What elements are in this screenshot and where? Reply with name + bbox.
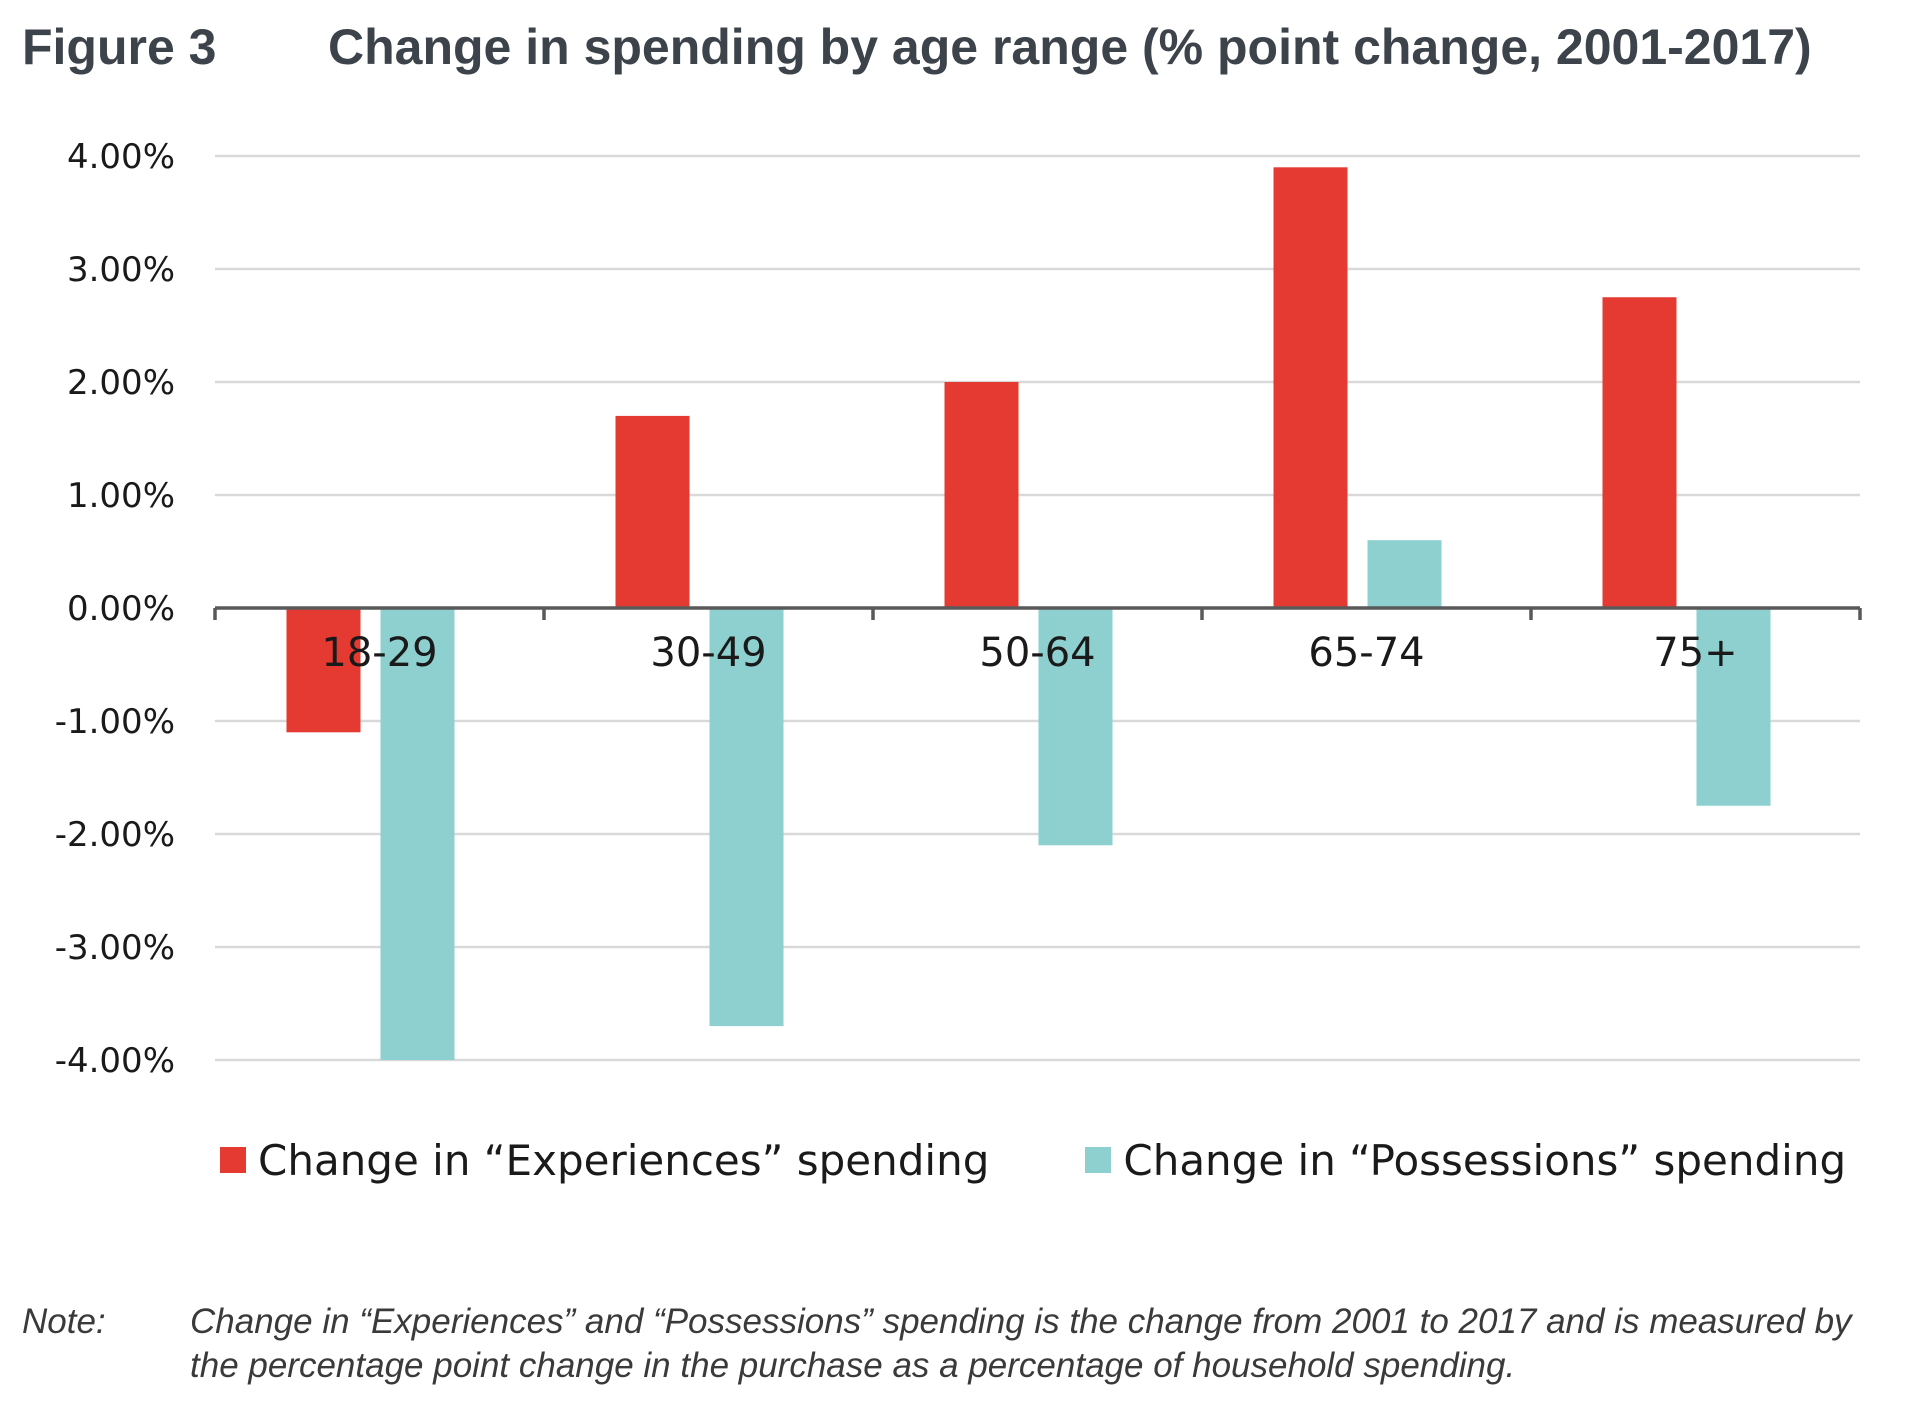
bar-possessions bbox=[709, 608, 784, 1027]
legend-label-experiences: Change in “Experiences” spending bbox=[258, 1135, 990, 1185]
chart-legend: Change in “Experiences” spending Change … bbox=[220, 1130, 1920, 1190]
bar-experiences bbox=[944, 382, 1019, 608]
bar-experiences bbox=[1602, 297, 1677, 608]
figure-label: Figure 3 bbox=[22, 19, 217, 75]
y-tick-label: -4.00% bbox=[55, 1041, 175, 1081]
note-label: Note: bbox=[22, 1302, 106, 1341]
figure-header: Figure 3 Change in spending by age range… bbox=[22, 18, 1902, 78]
bar-possessions bbox=[380, 608, 455, 1060]
category-label: 65-74 bbox=[1308, 630, 1424, 676]
legend-label-possessions: Change in “Possessions” spending bbox=[1123, 1135, 1847, 1185]
bar-possessions bbox=[1038, 608, 1113, 846]
category-labels: 18-29 30-49 50-64 65-74 75+ bbox=[321, 630, 1737, 676]
y-axis-ticks: 4.00% 3.00% 2.00% 1.00% 0.00% -1.00% -2.00% -3.… bbox=[55, 137, 175, 1081]
chart-title: Change in spending by age range (% point… bbox=[328, 19, 1812, 75]
legend-item-experiences: Change in “Experiences” spending bbox=[220, 1136, 989, 1185]
category-label: 18-29 bbox=[321, 630, 437, 676]
y-tick-label: 0.00% bbox=[67, 589, 175, 629]
y-tick-label: -2.00% bbox=[55, 815, 175, 855]
bar-experiences bbox=[286, 608, 361, 733]
zero-axis bbox=[213, 606, 1862, 620]
bar-experiences bbox=[615, 415, 690, 608]
y-tick-label: -1.00% bbox=[55, 702, 175, 742]
y-tick-label: 1.00% bbox=[67, 476, 175, 516]
bars bbox=[286, 167, 1771, 1060]
bar-experiences bbox=[1273, 167, 1348, 609]
y-tick-label: 4.00% bbox=[67, 137, 175, 177]
category-label: 30-49 bbox=[650, 630, 766, 676]
category-label: 50-64 bbox=[979, 630, 1095, 676]
category-label: 75+ bbox=[1653, 630, 1737, 676]
bar-possessions bbox=[1367, 540, 1442, 608]
bar-chart: 4.00% 3.00% 2.00% 1.00% 0.00% -1.00% -2.00% -3.… bbox=[55, 137, 1862, 1081]
legend-swatch-possessions bbox=[1085, 1147, 1112, 1173]
gridlines bbox=[215, 154, 1860, 1062]
legend-swatch-experiences bbox=[220, 1147, 246, 1173]
y-tick-label: -3.00% bbox=[55, 928, 175, 968]
y-tick-label: 3.00% bbox=[67, 250, 175, 290]
note-text: Change in “Experiences” and “Possessions… bbox=[190, 1302, 1852, 1385]
y-tick-label: 2.00% bbox=[67, 363, 175, 403]
legend-item-possessions: Change in “Possessions” spending bbox=[1085, 1136, 1846, 1185]
bar-possessions bbox=[1696, 608, 1771, 806]
